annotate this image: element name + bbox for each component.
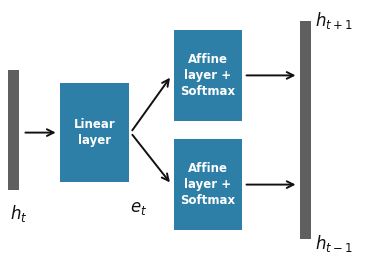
Bar bbox=[300, 21, 311, 130]
Text: Affine
layer +
Softmax: Affine layer + Softmax bbox=[180, 53, 235, 98]
Bar bbox=[60, 83, 129, 182]
Bar bbox=[174, 139, 242, 230]
Text: $h_t$: $h_t$ bbox=[10, 203, 27, 224]
Bar bbox=[300, 130, 311, 239]
Text: $h_{t-1}$: $h_{t-1}$ bbox=[315, 232, 353, 254]
Text: $h_{t+1}$: $h_{t+1}$ bbox=[315, 10, 353, 31]
Bar bbox=[174, 30, 242, 121]
Text: Linear
layer: Linear layer bbox=[74, 118, 115, 147]
Text: $e_t$: $e_t$ bbox=[130, 199, 147, 217]
Text: Affine
layer +
Softmax: Affine layer + Softmax bbox=[180, 162, 235, 207]
Bar bbox=[8, 70, 19, 190]
